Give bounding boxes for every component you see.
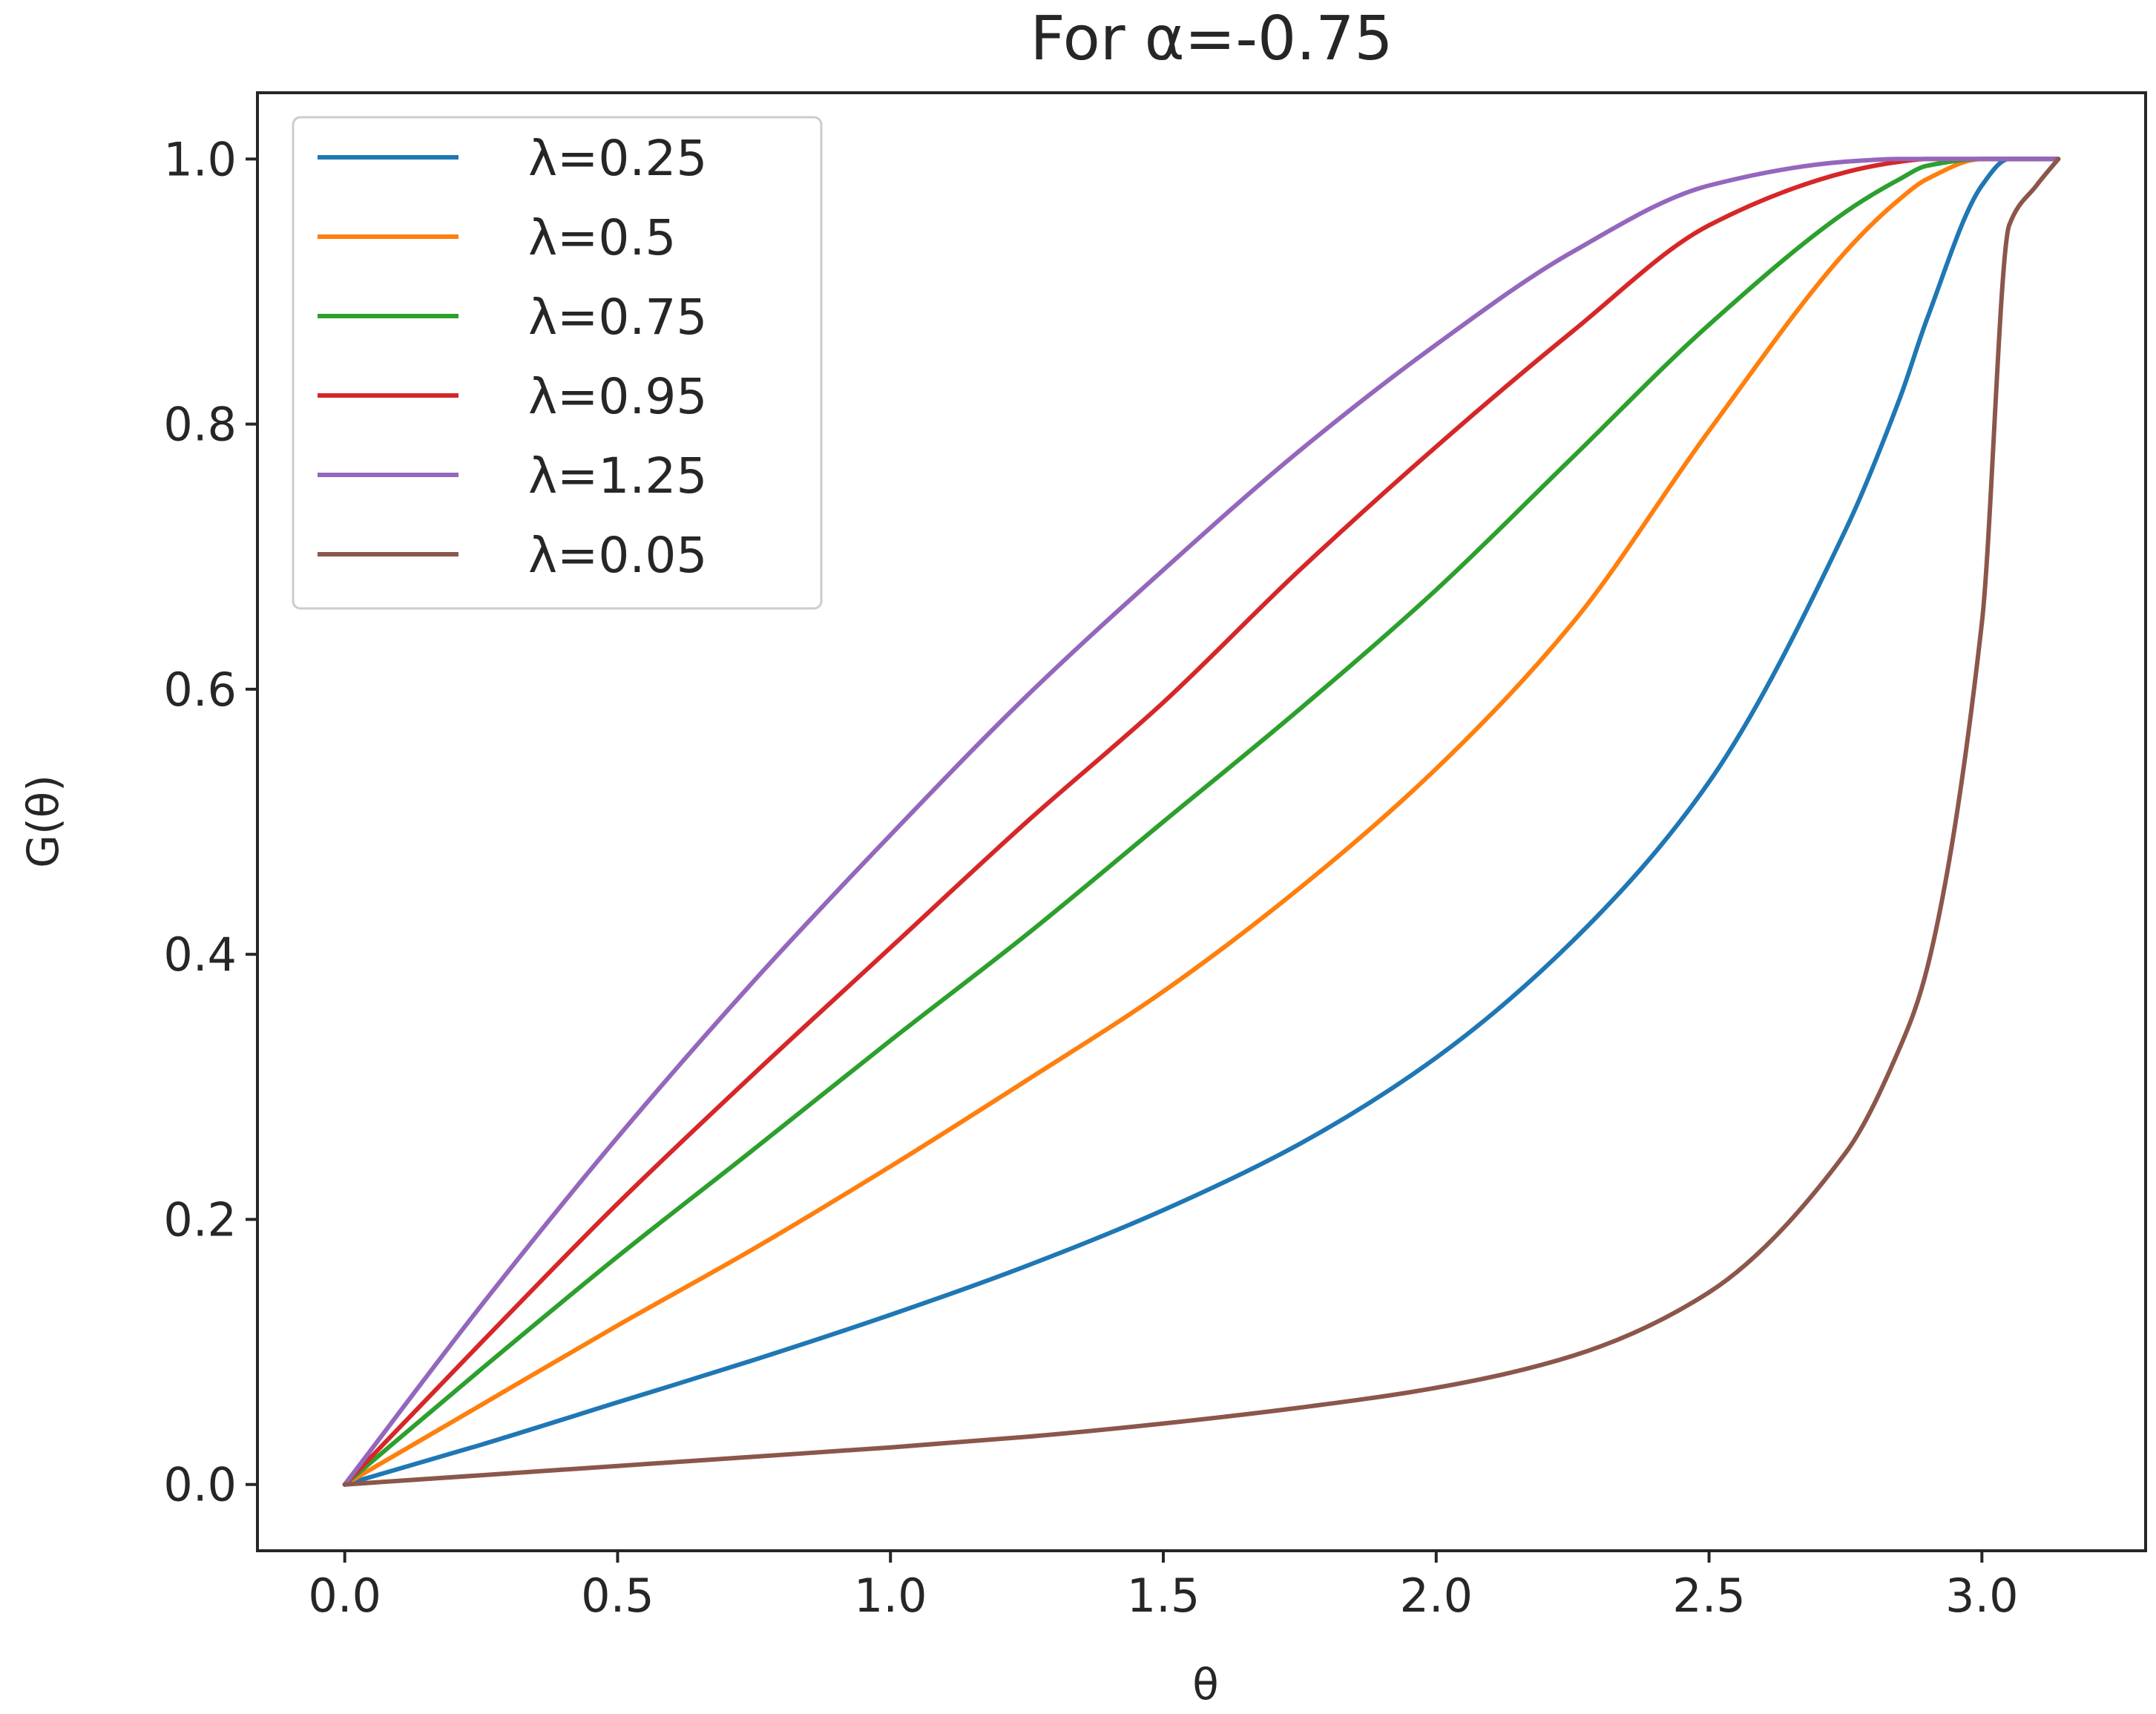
series-line-5 — [342, 157, 2061, 1487]
chart-title: For α=-0.75 — [1030, 4, 1393, 74]
y-tick-label: 1.0 — [163, 132, 237, 186]
x-tick-label: 3.0 — [1945, 1569, 2019, 1623]
legend-label-4: λ=0.95 — [528, 368, 707, 425]
y-tick-label: 0.8 — [163, 398, 237, 452]
x-tick-label: 1.0 — [854, 1569, 927, 1623]
legend: λ=0.25 λ=0.5 λ=0.75 λ=0.95 λ=1.25 λ=0.05 — [292, 116, 823, 610]
series-line-3 — [342, 157, 2061, 1487]
y-axis-label: G(θ) — [18, 775, 68, 868]
legend-label-5: λ=1.25 — [528, 447, 707, 505]
y-axis-ticks: 0.0 0.2 0.4 0.6 0.8 1.0 — [163, 132, 257, 1512]
x-tick-label: 0.5 — [581, 1569, 654, 1623]
y-tick-label: 0.2 — [163, 1192, 237, 1247]
x-tick-label: 2.5 — [1672, 1569, 1746, 1623]
x-tick-label: 1.5 — [1127, 1569, 1200, 1623]
y-tick-label: 0.6 — [163, 663, 237, 717]
legend-label-2: λ=0.5 — [528, 209, 676, 266]
x-tick-label: 0.0 — [308, 1569, 381, 1623]
x-tick-label: 2.0 — [1399, 1569, 1473, 1623]
series-line-1 — [342, 157, 2061, 1487]
legend-label-6: λ=0.05 — [528, 527, 707, 584]
series-line-6 — [342, 157, 2061, 1487]
y-tick-label: 0.0 — [163, 1458, 237, 1512]
series-line-2 — [342, 157, 2061, 1487]
x-axis-label: θ — [1192, 1659, 1219, 1710]
legend-box — [292, 116, 823, 610]
plot-frame — [256, 91, 2147, 1552]
legend-label-3: λ=0.75 — [528, 289, 707, 346]
series-layer — [342, 157, 2061, 1487]
x-axis-ticks: 0.0 0.5 1.0 1.5 2.0 2.5 3.0 — [308, 1551, 2019, 1623]
legend-label-1: λ=0.25 — [528, 130, 707, 187]
y-tick-label: 0.4 — [163, 927, 237, 982]
